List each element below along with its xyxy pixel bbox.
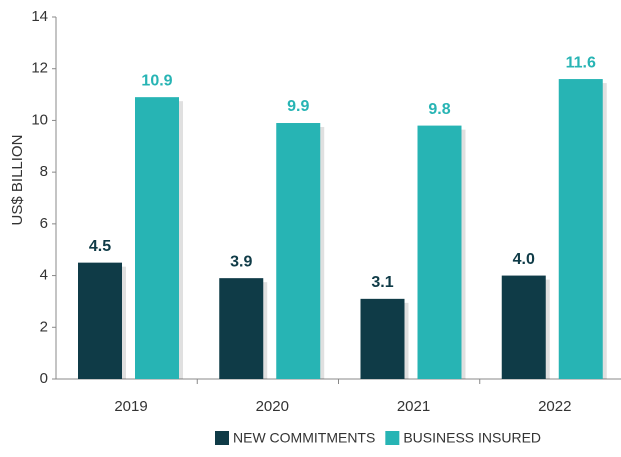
- value-label: 11.6: [566, 54, 596, 71]
- y-tick-label: 0: [40, 370, 48, 387]
- value-label: 9.8: [428, 101, 450, 118]
- value-label: 9.9: [287, 98, 309, 115]
- value-label: 3.9: [230, 253, 252, 270]
- legend-swatch: [215, 431, 229, 445]
- bar: [417, 125, 462, 379]
- legend-label: BUSINESS INSURED: [403, 430, 541, 446]
- bar: [501, 275, 546, 379]
- y-tick-label: 10: [31, 111, 48, 128]
- y-axis-label: US$ BILLION: [9, 135, 26, 226]
- legend-label: NEW COMMITMENTS: [233, 430, 375, 446]
- value-label: 4.0: [513, 251, 535, 268]
- y-tick-label: 6: [40, 215, 48, 232]
- y-tick-label: 14: [31, 8, 48, 25]
- value-label: 4.5: [89, 238, 111, 255]
- y-tick-label: 2: [40, 318, 48, 335]
- bar: [219, 278, 264, 379]
- x-tick-label: 2021: [397, 398, 430, 415]
- value-label: 3.1: [371, 274, 393, 291]
- bar: [78, 262, 122, 379]
- bar: [135, 97, 179, 380]
- x-tick-label: 2022: [538, 398, 571, 415]
- y-tick-label: 12: [31, 60, 48, 77]
- value-label: 10.9: [141, 72, 172, 89]
- x-tick-label: 2020: [256, 398, 289, 415]
- bar: [558, 79, 603, 380]
- legend-swatch: [385, 431, 400, 445]
- y-tick-label: 4: [40, 267, 48, 284]
- x-tick-label: 2019: [114, 398, 147, 415]
- bar: [276, 123, 321, 379]
- bar: [360, 298, 405, 379]
- y-tick-label: 8: [40, 163, 48, 180]
